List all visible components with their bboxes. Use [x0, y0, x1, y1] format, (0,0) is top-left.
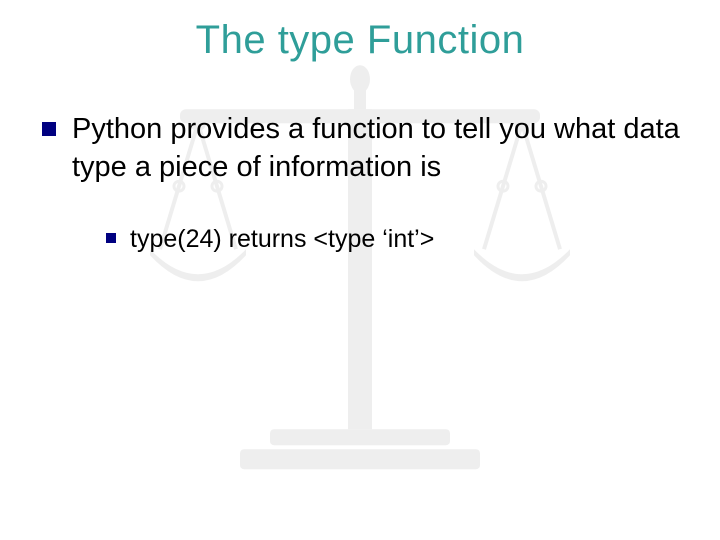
bullet-level1: Python provides a function to tell you w…: [42, 110, 690, 187]
bullet-level2: type(24) returns <type ‘int’>: [106, 223, 690, 256]
square-bullet-icon: [106, 233, 116, 243]
square-bullet-icon: [42, 122, 56, 136]
slide-content: Python provides a function to tell you w…: [42, 110, 690, 255]
sub-bullet-text: type(24) returns <type ‘int’>: [130, 223, 434, 256]
bullet-text: Python provides a function to tell you w…: [72, 110, 690, 187]
slide: The type Function Python provides a func…: [0, 0, 720, 540]
slide-title: The type Function: [0, 18, 720, 63]
